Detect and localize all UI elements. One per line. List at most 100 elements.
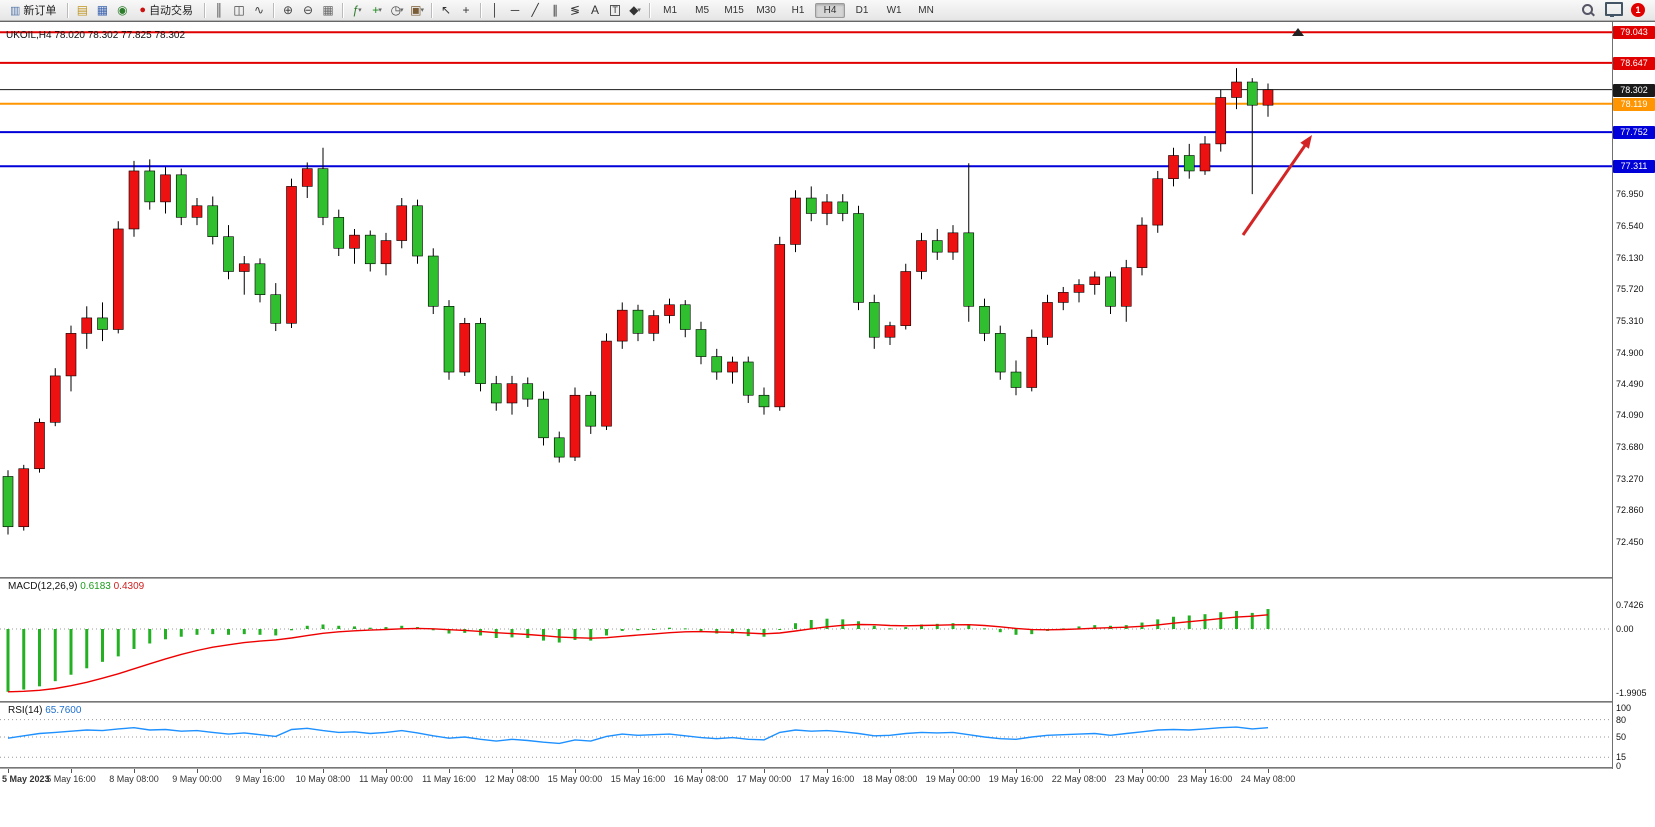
time-axis[interactable]: 5 May 2023 5 May 16:00 8 May 08:00 9 May 00… [0,769,1655,787]
macd-bar [53,629,57,682]
chart-window[interactable]: UKOIL,H4 78.020 78.302 77.825 78.302 MAC… [0,21,1655,788]
auto-trading-button[interactable]: ● 自动交易 [133,0,199,20]
chart-shift-marker-icon[interactable] [1292,28,1304,36]
macd-bar [652,629,656,630]
fibonacci-icon[interactable]: ≶ [570,2,581,17]
macd-splitter[interactable] [0,577,1655,579]
zoom-out-icon[interactable]: ⊖ [303,2,314,17]
candle-body [994,333,1006,373]
macd-bar [1014,629,1018,635]
time-tick [71,769,72,773]
candle-body [286,186,297,324]
candle-body [538,398,549,439]
navigator-icon[interactable]: ◉ [117,2,128,17]
macd-bar [731,629,734,634]
price-badge-78.302: 78.302 [1613,83,1655,97]
rsi-scale-tick: 15 [1616,752,1627,763]
rsi-canvas[interactable] [0,703,1612,767]
candle-body [254,263,266,295]
terminal-icon[interactable] [1605,2,1623,17]
templates-icon[interactable]: ▣ ▾ [410,2,424,17]
price-badge-77.311: 77.311 [1613,160,1655,174]
time-tick [1142,769,1143,773]
candle-body [853,213,864,303]
bar-chart-icon[interactable]: ║ [214,2,224,17]
timeframe-MN[interactable]: MN [918,4,934,16]
time-tick [512,769,513,773]
candle-body [711,356,723,373]
macd-bar [699,629,703,631]
candle-body [774,244,786,408]
timeframe-M5[interactable]: M5 [695,4,710,16]
market-watch-icon[interactable]: ▦ [96,2,109,17]
channel-icon[interactable]: ∥ [552,2,559,17]
indicators-icon[interactable]: ƒ ▾ [352,2,362,17]
profiles-icon[interactable]: ▤ [76,2,89,17]
toolbar-separator [204,2,206,18]
candle-body [34,422,45,470]
new-order-button[interactable]: ▥ 新订单 [4,0,62,20]
candle-body [144,170,156,203]
price-axis[interactable]: 76.950 76.540 76.130 75.720 75.310 74.900 74.4… [1612,22,1655,771]
arrow-annotation[interactable] [1241,143,1308,236]
cursor-icon[interactable]: ↖ [441,2,452,17]
macd-bar [384,627,388,629]
time-label: 19 May 16:00 [988,774,1044,784]
add-indicator-icon[interactable]: + ▾ [372,2,382,17]
toolbar-separator [649,2,651,18]
macd-bar [526,629,530,639]
macd-bar [1030,629,1034,635]
rsi-splitter[interactable] [0,701,1655,703]
timeframe-M30[interactable]: M30 [756,4,776,16]
toolbar: ▥ 新订单 ▤ ▦ ◉ ● 自动交易 ║ ◫ ∿ ⊕ ⊖ ▦ ƒ ▾ + ▾ ◷ ▾ ▣ ▾ ↖ + │ ─ ╱ ∥ ≶ A T ◆ ▾ M1 M… [0,0,1655,21]
time-label: 5 May 16:00 [46,774,96,784]
crosshair-icon[interactable]: + [462,2,470,17]
candle-body [412,205,423,257]
macd-canvas[interactable] [0,579,1612,701]
candle-body [364,234,376,265]
toolbar-separator [67,2,69,18]
macd-bar [1077,626,1081,629]
candle-body [18,468,30,528]
notification-badge[interactable]: 1 [1631,3,1645,17]
candle-body [1199,143,1211,172]
macd-bar [337,625,341,629]
candlestick-chart-icon[interactable]: ◫ [233,2,245,17]
price-badge-78.647: 78.647 [1613,56,1655,70]
timeframe-H4[interactable]: H4 [815,2,846,18]
candle-body [963,232,975,307]
search-icon[interactable] [1582,3,1595,17]
rsi-line [7,726,1269,745]
macd-bar [967,624,971,629]
tile-windows-icon[interactable]: ▦ [322,2,334,17]
candle-body [868,302,880,338]
vertical-line-icon[interactable]: │ [491,2,499,17]
time-label: 23 May 00:00 [1114,774,1170,784]
timeframe-M15[interactable]: M15 [724,4,744,16]
chart-title: UKOIL,H4 78.020 78.302 77.825 78.302 [6,30,186,41]
macd-bar [1203,614,1207,629]
timeframe-D1[interactable]: D1 [855,4,869,16]
candle-body [490,383,502,404]
periods-icon[interactable]: ◷ ▾ [390,2,404,17]
timeframe-M1[interactable]: M1 [663,4,678,16]
shapes-icon[interactable]: ◆ ▾ [629,2,641,17]
text-icon[interactable]: A [591,2,600,17]
macd-scale-tick: -1.9905 [1616,688,1647,699]
zoom-in-icon[interactable]: ⊕ [283,2,294,17]
horizontal-line-icon[interactable]: ─ [510,2,520,17]
candle-body [931,240,943,253]
label-icon[interactable]: T [610,4,620,16]
candle-body [81,317,93,334]
timeframe-H1[interactable]: H1 [791,4,805,16]
dropdown-arrow-icon: ▾ [400,6,404,14]
time-tick [953,769,954,773]
trendline-icon[interactable]: ╱ [531,2,539,17]
price-tick: 76.540 [1616,220,1644,231]
main-chart-canvas[interactable] [0,24,1612,577]
line-chart-icon[interactable]: ∿ [254,2,265,17]
time-label: 17 May 16:00 [799,774,855,784]
timeframe-W1[interactable]: W1 [886,4,902,16]
candle-body [475,323,486,384]
macd-bar [85,629,89,669]
